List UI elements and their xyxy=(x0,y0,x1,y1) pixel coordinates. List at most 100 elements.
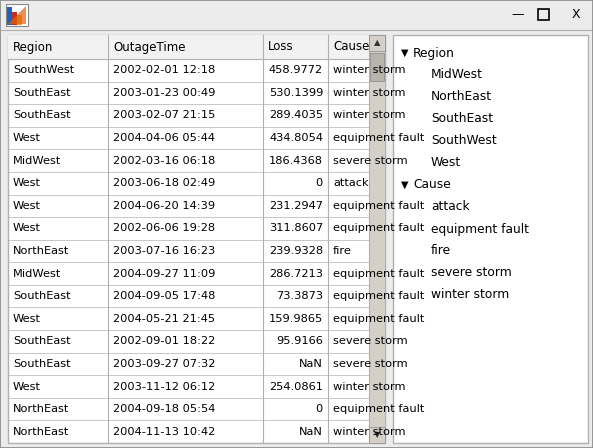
Text: winter storm: winter storm xyxy=(431,289,509,302)
Text: SouthEast: SouthEast xyxy=(13,336,71,346)
Text: ▼: ▼ xyxy=(401,180,409,190)
Bar xyxy=(6,4,28,26)
Text: equipment fault: equipment fault xyxy=(333,201,425,211)
Text: 286.7213: 286.7213 xyxy=(269,269,323,279)
Text: 239.9328: 239.9328 xyxy=(269,246,323,256)
Text: SouthEast: SouthEast xyxy=(13,111,71,121)
Text: SouthWest: SouthWest xyxy=(431,134,497,147)
Text: SouthEast: SouthEast xyxy=(13,88,71,98)
Text: 2002-02-01 12:18: 2002-02-01 12:18 xyxy=(113,65,215,75)
Text: 2002-09-01 18:22: 2002-09-01 18:22 xyxy=(113,336,215,346)
Bar xyxy=(369,427,385,443)
Text: 0: 0 xyxy=(315,404,323,414)
Text: severe storm: severe storm xyxy=(431,267,512,280)
Text: 289.4035: 289.4035 xyxy=(269,111,323,121)
Text: 2004-09-05 17:48: 2004-09-05 17:48 xyxy=(113,291,215,301)
Text: Region: Region xyxy=(13,40,53,53)
Text: OutageTime: OutageTime xyxy=(113,40,186,53)
Text: West: West xyxy=(431,156,461,169)
Text: NorthEast: NorthEast xyxy=(431,90,492,103)
Text: equipment fault: equipment fault xyxy=(333,224,425,233)
Bar xyxy=(8,35,369,59)
Text: ▼: ▼ xyxy=(374,431,380,439)
Text: West: West xyxy=(13,382,41,392)
Text: severe storm: severe storm xyxy=(333,155,407,166)
Text: severe storm: severe storm xyxy=(333,359,407,369)
Text: SouthWest: SouthWest xyxy=(13,65,74,75)
Text: 2002-03-16 06:18: 2002-03-16 06:18 xyxy=(113,155,215,166)
Text: West: West xyxy=(13,224,41,233)
Text: 2004-11-13 10:42: 2004-11-13 10:42 xyxy=(113,426,215,437)
Text: 231.2947: 231.2947 xyxy=(269,201,323,211)
Text: West: West xyxy=(13,178,41,188)
Text: Region: Region xyxy=(413,47,455,60)
Text: equipment fault: equipment fault xyxy=(333,133,425,143)
Text: NorthEast: NorthEast xyxy=(13,426,69,437)
Text: attack: attack xyxy=(333,178,369,188)
Text: Loss: Loss xyxy=(268,40,294,53)
Text: MidWest: MidWest xyxy=(13,155,61,166)
Text: MidWest: MidWest xyxy=(13,269,61,279)
Text: 159.9865: 159.9865 xyxy=(269,314,323,324)
Text: X: X xyxy=(572,9,581,22)
Text: SouthEast: SouthEast xyxy=(13,291,71,301)
Text: 0: 0 xyxy=(315,178,323,188)
Text: NorthEast: NorthEast xyxy=(13,246,69,256)
Bar xyxy=(369,35,385,443)
Bar xyxy=(12,12,17,25)
Polygon shape xyxy=(8,6,26,24)
Text: fire: fire xyxy=(333,246,352,256)
Bar xyxy=(8,35,385,443)
Text: 254.0861: 254.0861 xyxy=(269,382,323,392)
Text: Cause: Cause xyxy=(413,178,451,191)
Text: equipment fault: equipment fault xyxy=(431,223,529,236)
Text: 2004-09-27 11:09: 2004-09-27 11:09 xyxy=(113,269,215,279)
Text: winter storm: winter storm xyxy=(333,111,406,121)
Text: winter storm: winter storm xyxy=(333,88,406,98)
Text: winter storm: winter storm xyxy=(333,426,406,437)
Text: equipment fault: equipment fault xyxy=(333,314,425,324)
Bar xyxy=(369,35,385,51)
Text: Cause: Cause xyxy=(333,40,369,53)
Text: 73.3873: 73.3873 xyxy=(276,291,323,301)
Text: 530.1399: 530.1399 xyxy=(269,88,323,98)
Bar xyxy=(538,9,549,21)
Text: 2003-09-27 07:32: 2003-09-27 07:32 xyxy=(113,359,215,369)
Bar xyxy=(393,35,588,443)
Text: ▼: ▼ xyxy=(401,48,409,58)
Text: 458.9772: 458.9772 xyxy=(269,65,323,75)
Text: SouthEast: SouthEast xyxy=(13,359,71,369)
Bar xyxy=(1,1,592,30)
Text: 2003-02-07 21:15: 2003-02-07 21:15 xyxy=(113,111,215,121)
Text: West: West xyxy=(13,314,41,324)
Text: fire: fire xyxy=(431,245,451,258)
Text: attack: attack xyxy=(431,201,470,214)
Text: MidWest: MidWest xyxy=(431,69,483,82)
Text: 2004-04-06 05:44: 2004-04-06 05:44 xyxy=(113,133,215,143)
Text: NorthEast: NorthEast xyxy=(13,404,69,414)
Text: equipment fault: equipment fault xyxy=(333,404,425,414)
Text: severe storm: severe storm xyxy=(333,336,407,346)
Text: 95.9166: 95.9166 xyxy=(276,336,323,346)
Text: 2003-11-12 06:12: 2003-11-12 06:12 xyxy=(113,382,215,392)
Text: equipment fault: equipment fault xyxy=(333,269,425,279)
Text: NaN: NaN xyxy=(299,359,323,369)
Text: 2004-06-20 14:39: 2004-06-20 14:39 xyxy=(113,201,215,211)
Bar xyxy=(17,15,22,25)
Text: ▲: ▲ xyxy=(374,39,380,47)
Text: 434.8054: 434.8054 xyxy=(269,133,323,143)
Text: 2003-01-23 00:49: 2003-01-23 00:49 xyxy=(113,88,215,98)
Text: equipment fault: equipment fault xyxy=(333,291,425,301)
Text: winter storm: winter storm xyxy=(333,382,406,392)
Text: West: West xyxy=(13,201,41,211)
Text: 186.4368: 186.4368 xyxy=(269,155,323,166)
Text: 2004-05-21 21:45: 2004-05-21 21:45 xyxy=(113,314,215,324)
Text: —: — xyxy=(512,9,524,22)
Text: 2002-06-06 19:28: 2002-06-06 19:28 xyxy=(113,224,215,233)
Text: SouthEast: SouthEast xyxy=(431,112,493,125)
Text: winter storm: winter storm xyxy=(333,65,406,75)
Text: 2003-06-18 02:49: 2003-06-18 02:49 xyxy=(113,178,215,188)
Bar xyxy=(370,53,384,81)
Bar xyxy=(7,7,12,25)
Text: 2003-07-16 16:23: 2003-07-16 16:23 xyxy=(113,246,215,256)
